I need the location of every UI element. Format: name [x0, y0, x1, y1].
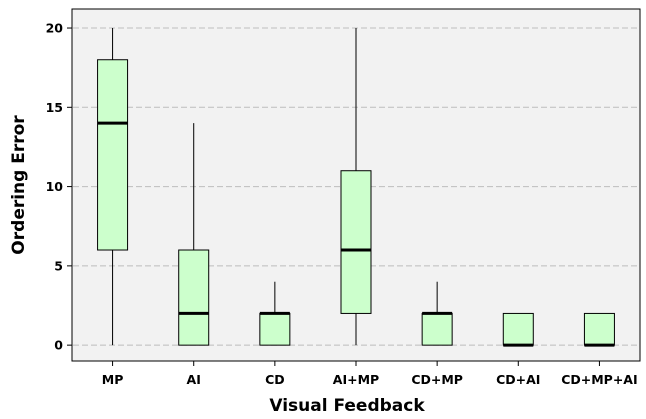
box: [583, 312, 615, 346]
x-tick-label: CD: [265, 372, 285, 387]
y-tick-label: 0: [54, 338, 63, 353]
y-tick-label: 15: [46, 100, 63, 115]
x-axis-title: Visual Feedback: [269, 396, 425, 416]
medians: [97, 121, 615, 347]
box: [421, 312, 453, 346]
y-tick-label: 20: [46, 21, 64, 36]
x-tick-label: CD+MP: [411, 372, 463, 387]
box: [97, 59, 129, 251]
boxes: [97, 59, 615, 346]
y-tick-label: 10: [46, 179, 64, 194]
box: [178, 249, 210, 346]
box: [259, 312, 291, 346]
x-tick-label: AI+MP: [333, 372, 379, 387]
x-tick-label: CD+MP+AI: [561, 372, 637, 387]
y-tick-label: 5: [54, 258, 63, 273]
x-tick-label: CD+AI: [496, 372, 540, 387]
x-tick-label: MP: [102, 372, 124, 387]
x-axis-ticks: MP AI CD AI+MP CD+MP CD+AI CD+MP+AI: [102, 361, 638, 387]
box: [502, 312, 534, 346]
box: [340, 170, 372, 314]
y-axis-title: Ordering Error: [9, 115, 29, 255]
y-axis-ticks: 0 5 10 15 20: [46, 21, 72, 353]
x-tick-label: AI: [187, 372, 201, 387]
